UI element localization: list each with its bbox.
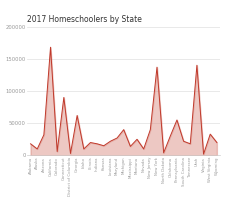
Text: 2017 Homeschoolers by State: 2017 Homeschoolers by State xyxy=(27,16,142,24)
